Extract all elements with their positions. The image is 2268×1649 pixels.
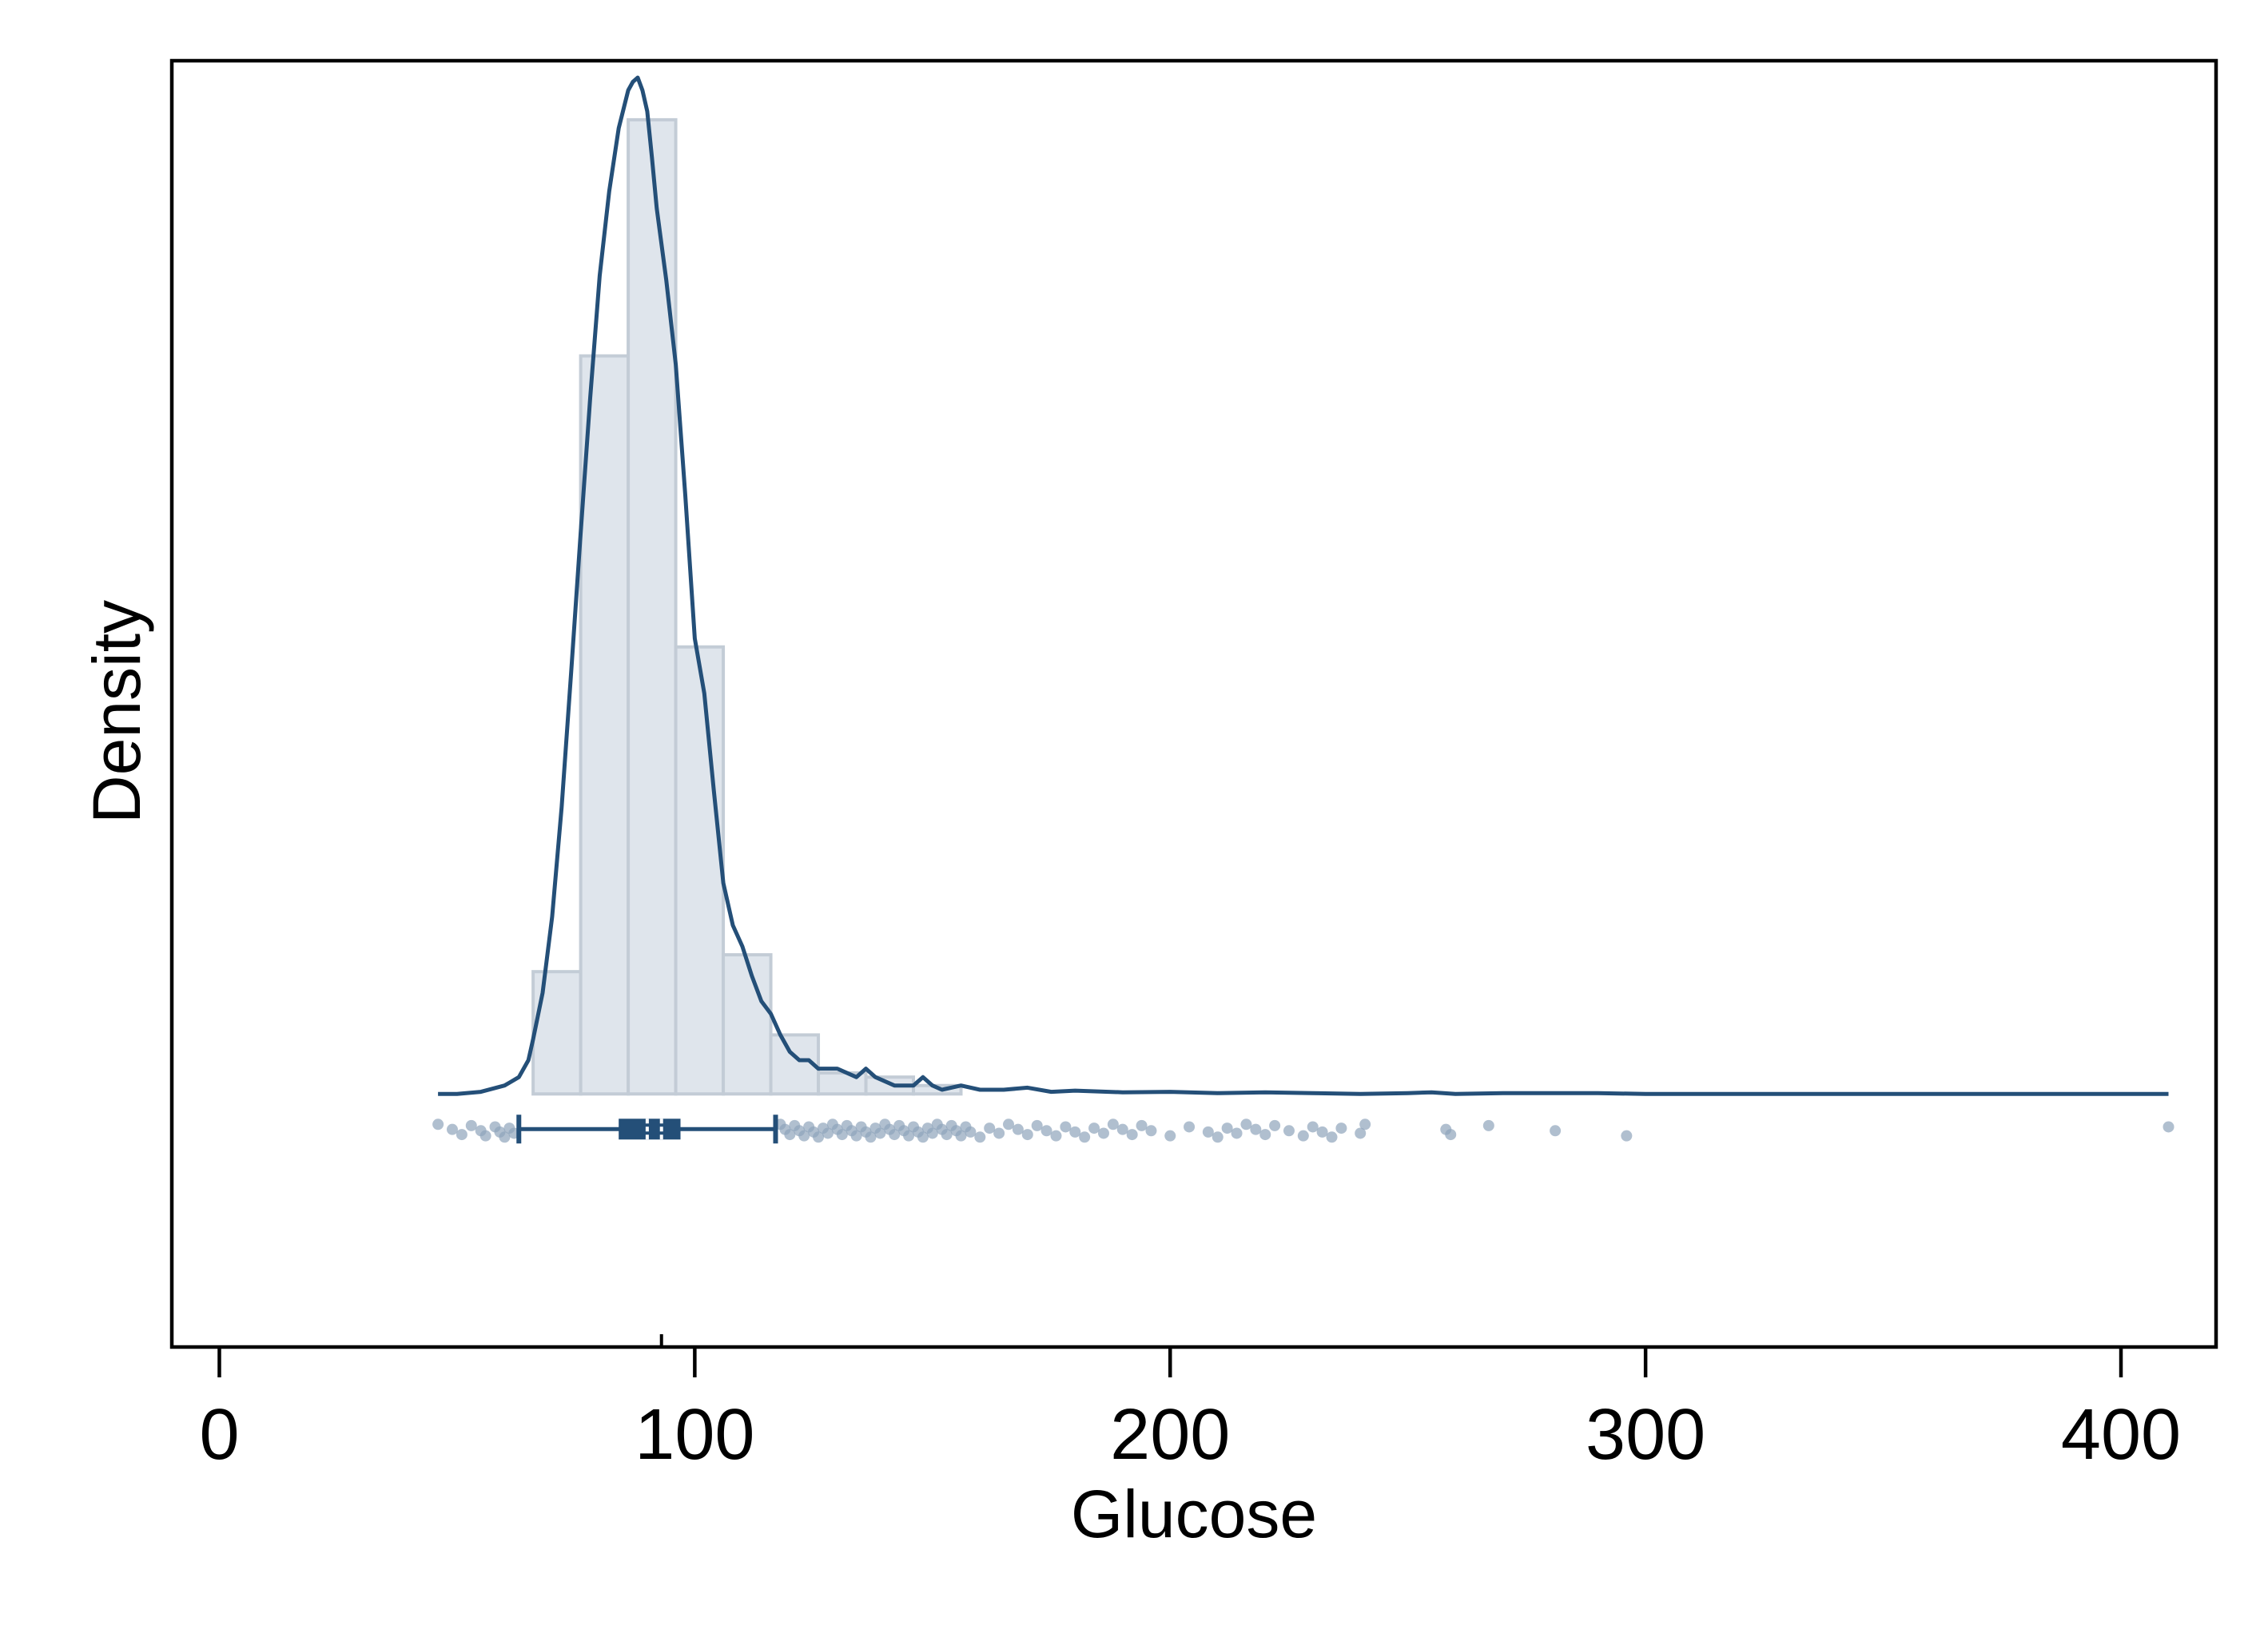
strip-point (984, 1123, 996, 1134)
strip-point (465, 1119, 477, 1131)
strip-point (1231, 1127, 1243, 1139)
strip-point (432, 1119, 444, 1130)
strip-point (1621, 1130, 1633, 1142)
strip-point (993, 1127, 1005, 1139)
strip-point (974, 1131, 986, 1143)
strip-point (926, 1127, 938, 1139)
strip-point (865, 1131, 877, 1143)
strip-point (874, 1127, 886, 1139)
strip-point (1002, 1119, 1014, 1130)
boxplot-box (619, 1119, 681, 1140)
x-tick-label: 0 (199, 1395, 239, 1475)
strip-point (1060, 1121, 1072, 1133)
strip-point (903, 1130, 915, 1142)
strip-point (1097, 1127, 1109, 1139)
strip-point (1040, 1125, 1052, 1137)
strip-point (1283, 1125, 1295, 1137)
strip-point (1050, 1130, 1062, 1142)
boxplot (516, 1115, 778, 1347)
strip-point (784, 1129, 796, 1141)
strip-point (955, 1130, 967, 1142)
strip-point (1012, 1123, 1024, 1135)
strip-point (1069, 1126, 1081, 1138)
histogram-bar (627, 117, 678, 1096)
histogram-bar (674, 645, 726, 1096)
strip-point (1297, 1130, 1309, 1142)
y-axis-label: Density (79, 600, 154, 824)
strip-point (965, 1126, 977, 1138)
strip-point (1445, 1129, 1457, 1141)
density-curve (438, 75, 2169, 1096)
strip-point (1145, 1125, 1157, 1137)
strip-point (1269, 1119, 1281, 1131)
strip-point (1221, 1123, 1233, 1134)
histogram-bar (722, 953, 773, 1096)
strip-point (1116, 1123, 1128, 1135)
strip-point (941, 1129, 953, 1141)
strip-point (1550, 1125, 1562, 1137)
strip-point (822, 1127, 834, 1139)
strip-point (1164, 1130, 1176, 1142)
strip-point (917, 1131, 929, 1143)
strip-point (1482, 1119, 1494, 1131)
histogram-bar (769, 1033, 821, 1096)
strip-point (798, 1130, 810, 1142)
strip-points (432, 1119, 2174, 1143)
strip-point (1184, 1121, 1196, 1133)
strip-point (1250, 1123, 1262, 1135)
strip-point (2163, 1121, 2174, 1133)
strip-point (479, 1130, 491, 1142)
x-tick-label: 200 (1110, 1395, 1230, 1475)
strip-point (1031, 1119, 1043, 1131)
x-axis-ticks: 0 100 200 300 400 (199, 1347, 2181, 1475)
strip-point (836, 1129, 848, 1141)
strip-point (1202, 1126, 1214, 1138)
x-tick-label: 300 (1586, 1395, 1705, 1475)
strip-point (1212, 1131, 1224, 1143)
strip-point (499, 1131, 511, 1143)
strip-point (813, 1131, 825, 1143)
x-axis-label: Glucose (1071, 1476, 1317, 1552)
strip-point (1240, 1119, 1252, 1130)
strip-point (850, 1130, 862, 1142)
strip-point (1259, 1129, 1271, 1141)
strip-point (1335, 1123, 1347, 1134)
x-tick-label: 100 (635, 1395, 754, 1475)
strip-point (456, 1129, 468, 1141)
strip-point (446, 1123, 458, 1135)
strip-point (1359, 1119, 1371, 1130)
x-tick-label: 400 (2061, 1395, 2181, 1475)
plot-frame (169, 58, 2218, 1349)
strip-point (1126, 1129, 1138, 1141)
strip-point (1355, 1127, 1367, 1139)
strip-point (1316, 1126, 1328, 1138)
strip-point (1088, 1123, 1100, 1134)
strip-point (1079, 1131, 1091, 1143)
strip-point (1136, 1119, 1148, 1131)
strip-point (1107, 1119, 1119, 1130)
histogram-bar (531, 970, 583, 1096)
histogram-bar (579, 354, 631, 1096)
strip-point (889, 1129, 901, 1141)
strip-point (1326, 1131, 1338, 1143)
strip-point (1307, 1121, 1319, 1133)
strip-point (1021, 1129, 1033, 1141)
